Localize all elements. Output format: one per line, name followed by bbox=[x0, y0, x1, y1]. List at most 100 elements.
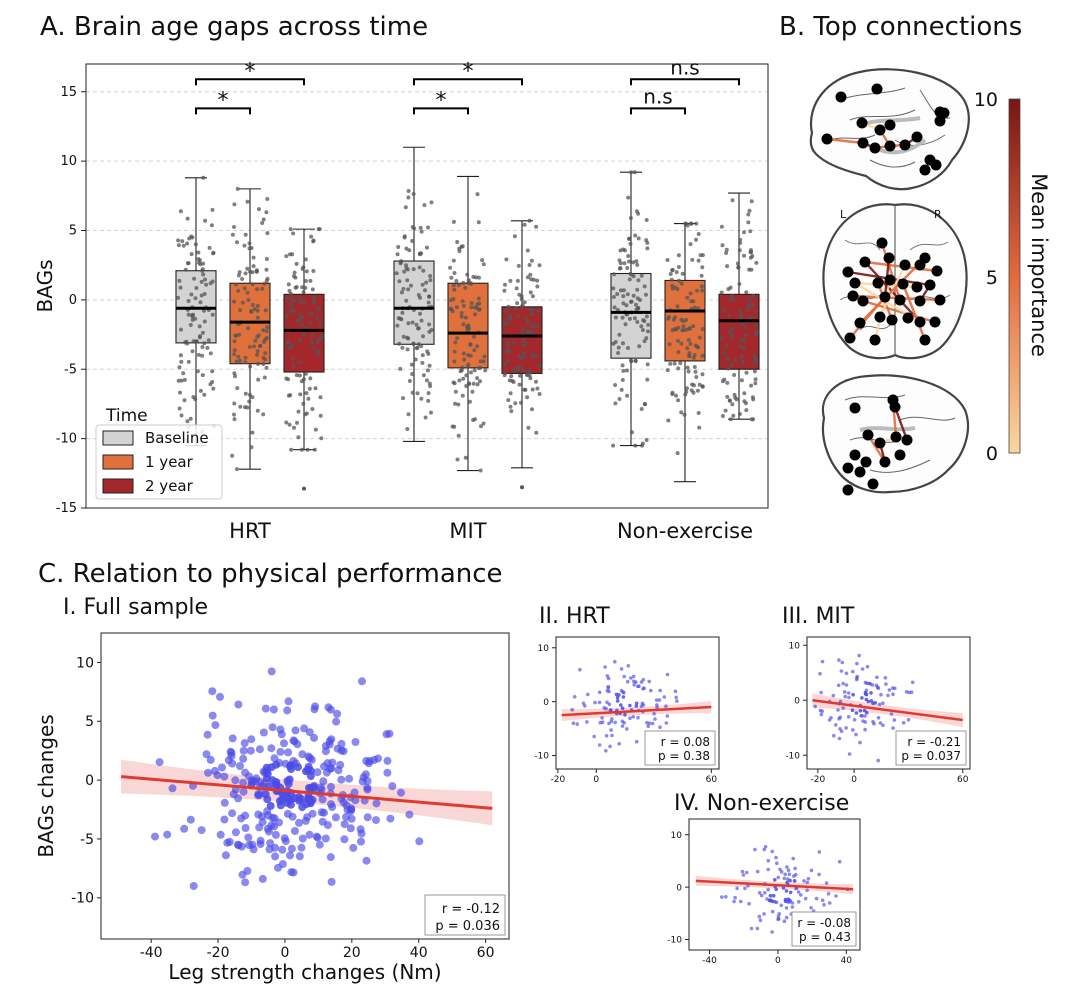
scatter-point bbox=[847, 752, 852, 756]
legend-label: 1 year bbox=[145, 453, 194, 471]
box-point bbox=[460, 244, 465, 249]
box-point bbox=[617, 332, 622, 337]
scatter-point bbox=[783, 872, 787, 877]
brain-node bbox=[874, 311, 886, 323]
scatter-point bbox=[865, 665, 870, 669]
box-point bbox=[676, 366, 681, 371]
box-point bbox=[202, 392, 207, 397]
scatter-point bbox=[724, 895, 728, 899]
scatter-point bbox=[781, 886, 786, 890]
box-point bbox=[627, 259, 631, 264]
box-point bbox=[676, 350, 681, 354]
box-point bbox=[511, 341, 516, 345]
scatter-point bbox=[838, 727, 842, 731]
stats-r: r = -0.08 bbox=[797, 916, 851, 930]
box-point bbox=[312, 295, 317, 300]
box-point bbox=[248, 364, 253, 369]
box-point bbox=[640, 328, 645, 332]
scatter-point bbox=[372, 816, 380, 825]
box-point bbox=[461, 303, 466, 308]
box-point bbox=[639, 273, 644, 278]
scatter-point bbox=[836, 683, 841, 688]
box-point bbox=[687, 351, 692, 356]
significance-label: n.s bbox=[670, 55, 699, 79]
scatter-point bbox=[221, 851, 230, 860]
scatter-point bbox=[258, 874, 267, 883]
box-point bbox=[674, 393, 678, 398]
scatter-point bbox=[774, 887, 778, 891]
scatter-point bbox=[280, 739, 288, 748]
scatter-point bbox=[850, 708, 855, 712]
box-point bbox=[503, 309, 508, 314]
scatter-point bbox=[604, 749, 608, 753]
scatter-point bbox=[878, 721, 883, 725]
box-point bbox=[696, 306, 701, 311]
scatter-point bbox=[202, 750, 211, 759]
box-point bbox=[738, 344, 743, 349]
box-point bbox=[525, 248, 530, 253]
scatter-point bbox=[326, 764, 334, 773]
box-point bbox=[261, 328, 266, 333]
scatter-point bbox=[868, 681, 872, 686]
box-point bbox=[243, 391, 248, 396]
box-point bbox=[502, 362, 507, 367]
box-point bbox=[312, 447, 317, 452]
box-point bbox=[232, 202, 237, 207]
scatter-point bbox=[597, 690, 602, 695]
box-point bbox=[261, 217, 266, 222]
scatter-point bbox=[846, 691, 851, 695]
box-point bbox=[512, 234, 517, 239]
scatter-point bbox=[290, 827, 299, 835]
box-point bbox=[534, 379, 538, 384]
panel-c3-title: III. MIT bbox=[782, 604, 855, 629]
scatter-point bbox=[806, 876, 811, 881]
box-point bbox=[616, 351, 621, 355]
scatter-point bbox=[634, 739, 639, 744]
box-point bbox=[530, 294, 535, 299]
scatter-point bbox=[265, 845, 274, 854]
scatter-point bbox=[634, 704, 639, 708]
scatter-point bbox=[620, 706, 625, 710]
box-point bbox=[697, 382, 702, 387]
box-point bbox=[508, 391, 513, 396]
box-point bbox=[740, 359, 745, 364]
box-point bbox=[744, 370, 749, 375]
box-point bbox=[644, 314, 649, 319]
box-point bbox=[255, 352, 259, 357]
box-point bbox=[737, 282, 742, 286]
box-point bbox=[232, 348, 237, 353]
box-point bbox=[456, 433, 461, 438]
brain-node bbox=[847, 290, 859, 302]
box-point bbox=[685, 295, 690, 300]
significance-bracket bbox=[630, 78, 740, 86]
box-point bbox=[525, 372, 529, 377]
box-point bbox=[210, 279, 215, 284]
box-point bbox=[465, 364, 470, 369]
box-point bbox=[522, 351, 527, 356]
scatter-point bbox=[168, 784, 177, 793]
scatter-point bbox=[620, 724, 625, 728]
box-point bbox=[402, 269, 407, 274]
box-point bbox=[631, 260, 636, 265]
scatter-point bbox=[310, 733, 318, 742]
scatter-point bbox=[155, 758, 164, 767]
scatter-point bbox=[305, 728, 314, 737]
scatter-point bbox=[189, 882, 198, 890]
scatter-point bbox=[231, 828, 240, 837]
box-point bbox=[423, 415, 428, 420]
plot-frame bbox=[85, 63, 769, 509]
scatter-point bbox=[673, 689, 678, 694]
scatter-point bbox=[858, 740, 862, 745]
scatter-point bbox=[269, 705, 278, 714]
box-point bbox=[506, 348, 511, 353]
scatter-point bbox=[846, 715, 851, 719]
box-point bbox=[722, 351, 727, 355]
box-point bbox=[688, 221, 693, 226]
brain-node bbox=[919, 334, 931, 346]
scatter-point bbox=[606, 685, 610, 689]
panel-c1-title: I. Full sample bbox=[63, 595, 209, 620]
box-point bbox=[754, 323, 759, 328]
box-point bbox=[406, 195, 411, 200]
box-point bbox=[401, 396, 405, 401]
scatter-point bbox=[256, 778, 265, 787]
